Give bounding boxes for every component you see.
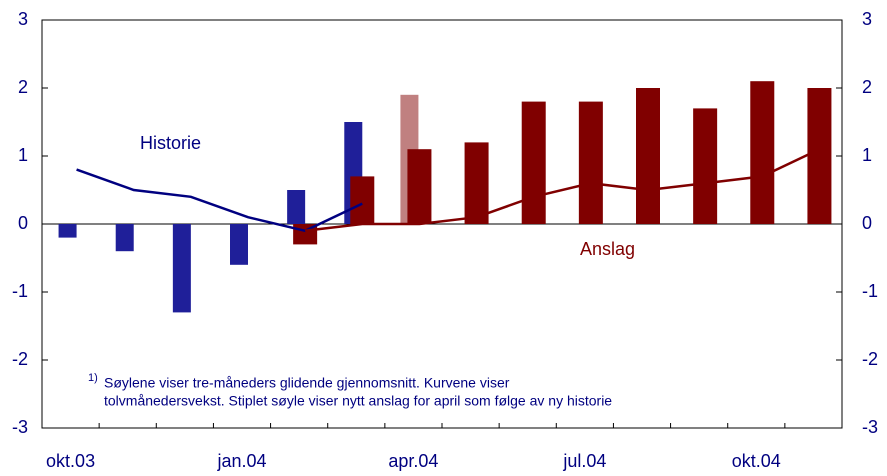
bar bbox=[636, 88, 660, 224]
y2-tick-label: -3 bbox=[862, 417, 878, 437]
bar bbox=[750, 81, 775, 224]
y2-tick-label: -1 bbox=[862, 281, 878, 301]
line bbox=[76, 168, 363, 233]
y-tick-label: -1 bbox=[12, 281, 28, 301]
y2-tick-label: 3 bbox=[862, 9, 872, 29]
bar bbox=[464, 142, 489, 224]
bar bbox=[521, 101, 546, 224]
footnote-line: Søylene viser tre-måneders glidende gjen… bbox=[104, 375, 510, 391]
bar bbox=[407, 149, 432, 224]
historie-label: Historie bbox=[140, 133, 201, 153]
bar bbox=[58, 224, 77, 238]
y-tick-label: 3 bbox=[18, 9, 28, 29]
y2-tick-label: -2 bbox=[862, 349, 878, 369]
bar bbox=[578, 101, 603, 224]
x-tick-label: jan.04 bbox=[216, 451, 266, 471]
y2-tick-label: 2 bbox=[862, 77, 872, 97]
bar bbox=[807, 88, 832, 224]
x-tick-label: okt.04 bbox=[732, 451, 781, 471]
x-tick-label: jul.04 bbox=[562, 451, 606, 471]
footnote-line: tolvmånedersvekst. Stiplet søyle viser n… bbox=[104, 393, 612, 409]
y2-tick-label: 1 bbox=[862, 145, 872, 165]
bar bbox=[230, 224, 248, 265]
x-tick-label: okt.03 bbox=[46, 451, 95, 471]
bar bbox=[693, 108, 718, 224]
bar bbox=[350, 176, 375, 224]
anslag-label: Anslag bbox=[580, 239, 635, 259]
y-tick-label: -3 bbox=[12, 417, 28, 437]
line bbox=[304, 148, 820, 233]
footnote-marker: 1) bbox=[88, 372, 98, 384]
bar bbox=[287, 190, 306, 224]
y-tick-label: 1 bbox=[18, 145, 28, 165]
y-tick-label: -2 bbox=[12, 349, 28, 369]
bar bbox=[172, 224, 191, 313]
y-tick-label: 2 bbox=[18, 77, 28, 97]
y2-tick-label: 0 bbox=[862, 213, 872, 233]
x-tick-label: apr.04 bbox=[388, 451, 438, 471]
bar bbox=[115, 224, 134, 252]
y-tick-label: 0 bbox=[18, 213, 28, 233]
